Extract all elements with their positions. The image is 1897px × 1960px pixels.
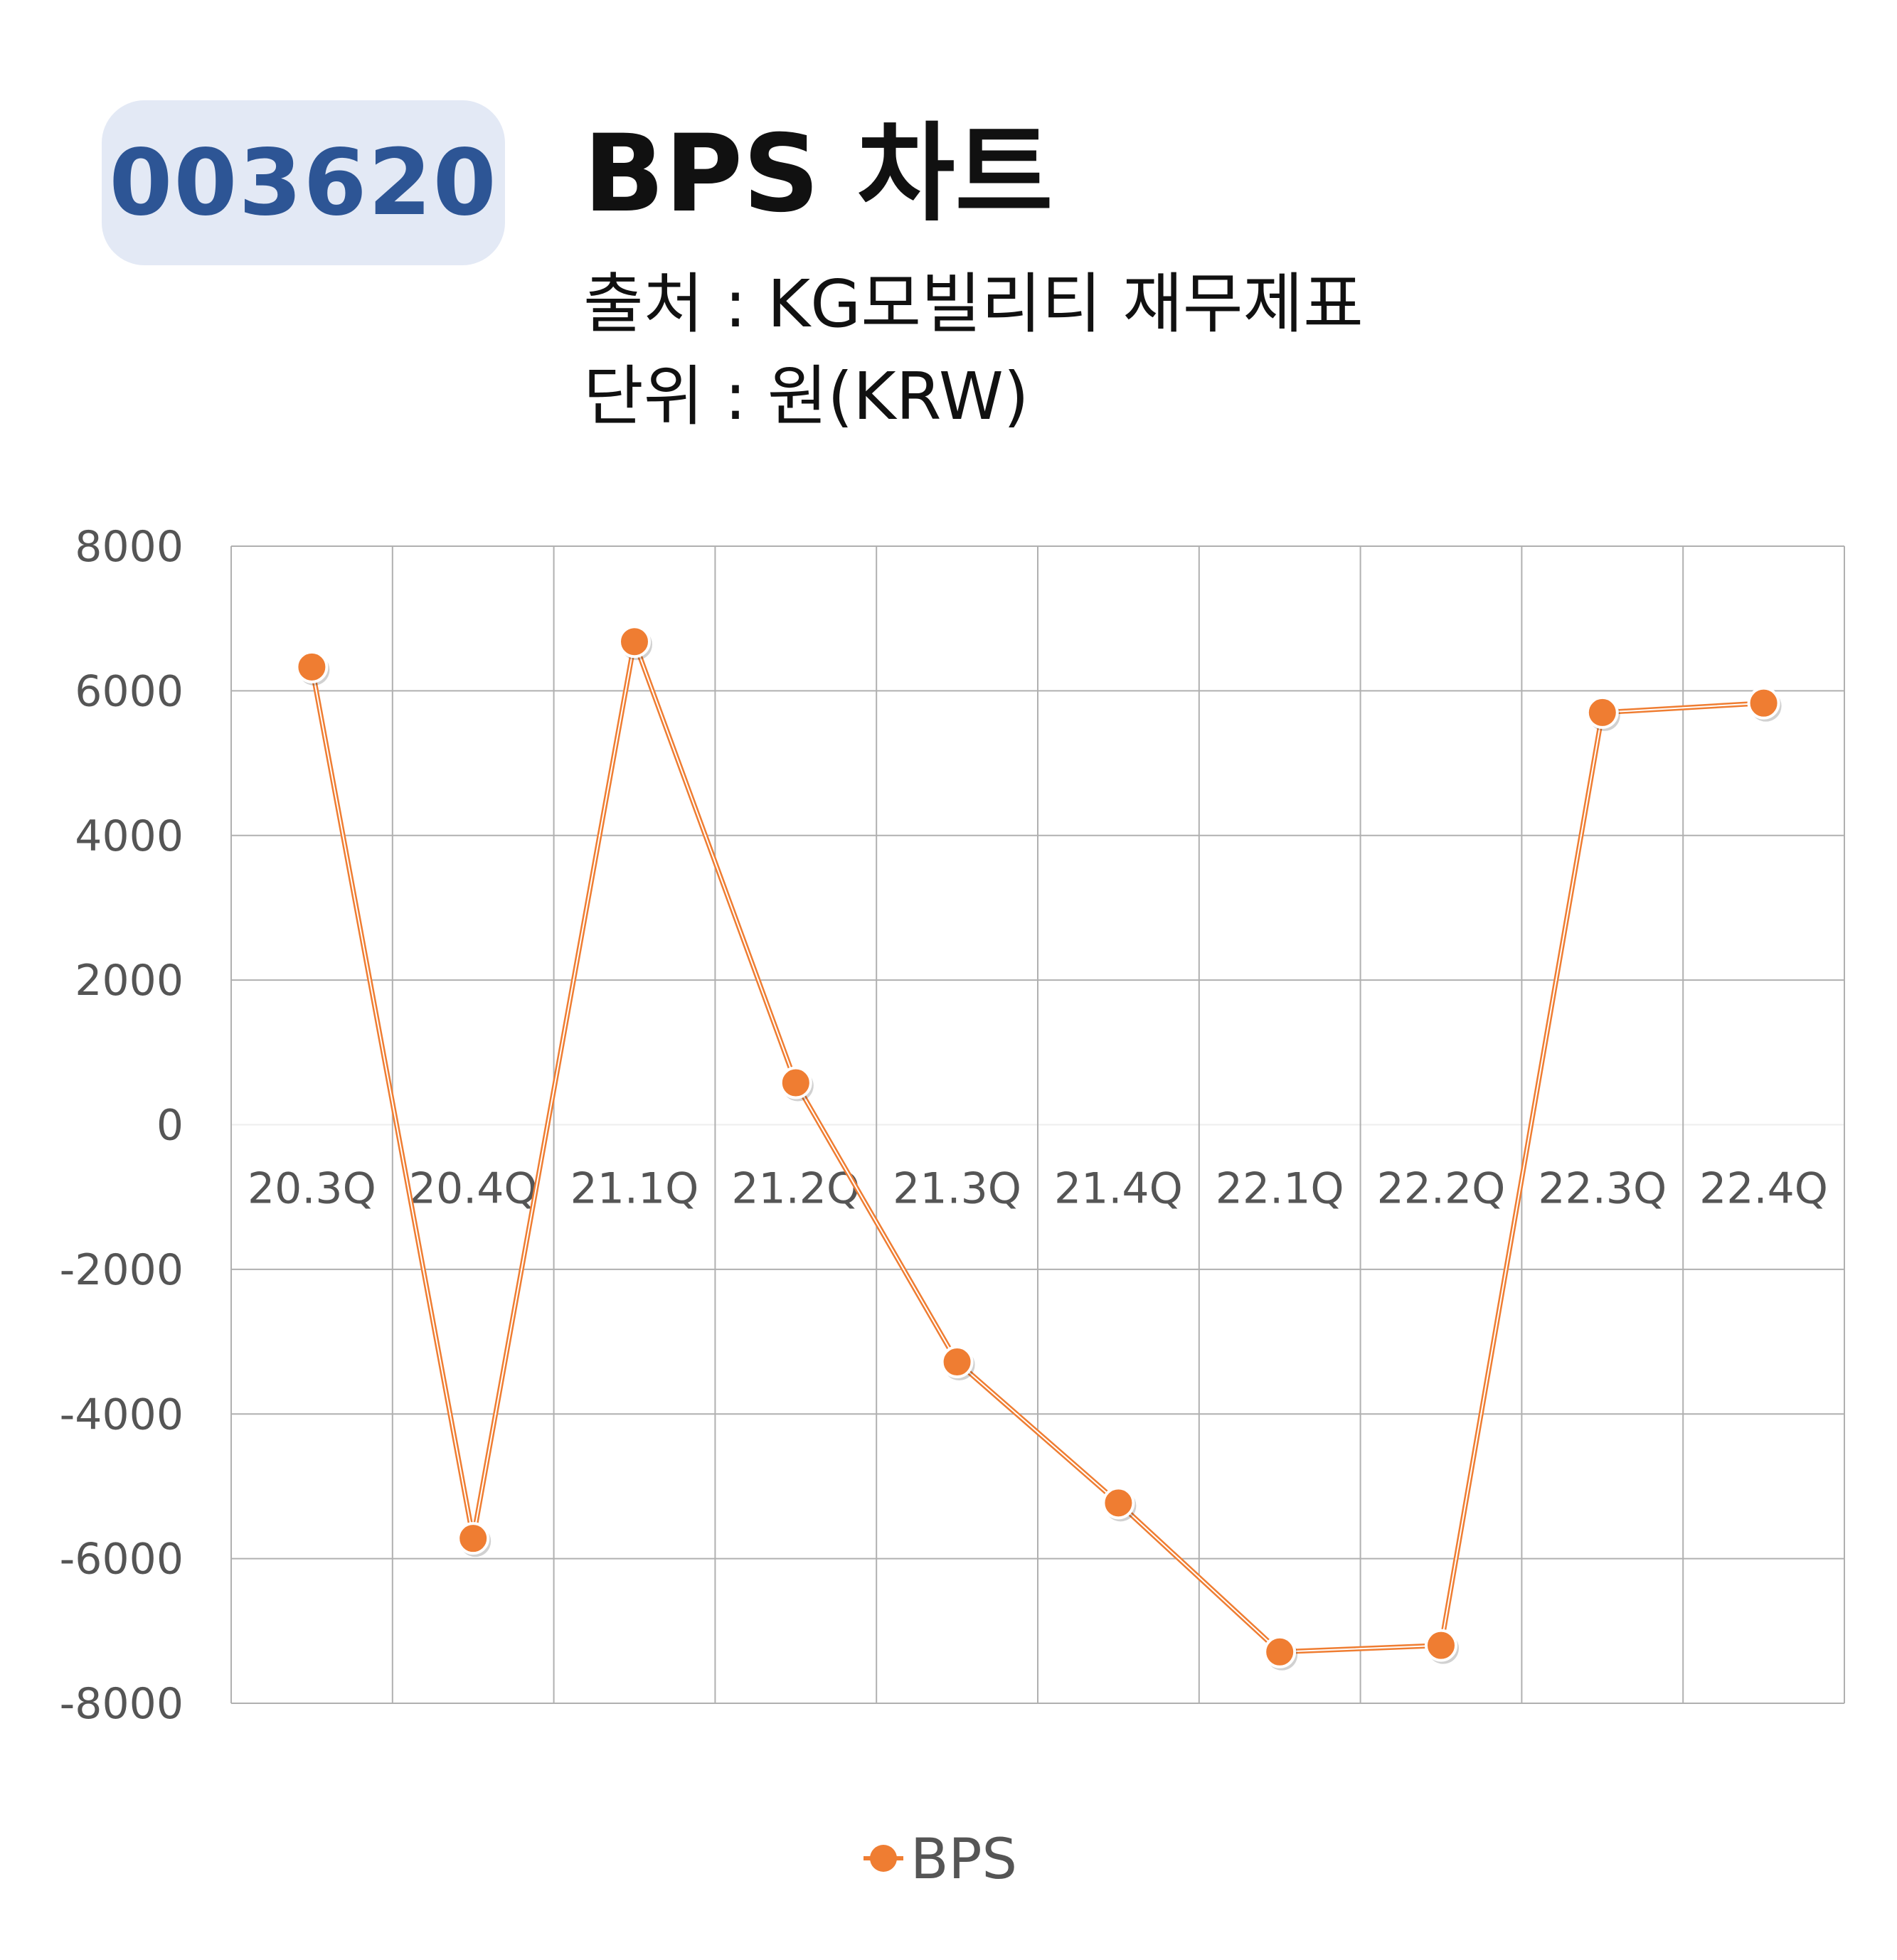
- data-point: [940, 1346, 974, 1379]
- y-tick-label: -2000: [60, 1245, 184, 1295]
- y-tick-label: 0: [156, 1101, 184, 1151]
- data-point: [295, 650, 329, 683]
- series-line-inner: [311, 641, 1764, 1653]
- data-point: [1425, 1629, 1457, 1662]
- y-tick-label: -6000: [60, 1535, 184, 1584]
- x-tick-label: 22.2Q: [1377, 1164, 1506, 1214]
- data-point: [457, 1522, 490, 1555]
- x-tick-label: 21.4Q: [1054, 1164, 1183, 1214]
- data-point: [1263, 1635, 1297, 1668]
- x-axis-ticks: 20.3Q 20.4Q 21.1Q 21.2Q 21.3Q 21.4Q 22.1Q 22.2Q…: [248, 1164, 1828, 1214]
- y-tick-label: 4000: [75, 811, 184, 861]
- data-point: [1585, 696, 1619, 729]
- bps-series: [295, 625, 1782, 1671]
- legend-label: BPS: [910, 1828, 1017, 1892]
- x-tick-label: 22.4Q: [1699, 1164, 1828, 1214]
- source-note: 출처 : KG모빌리티 재무제표: [583, 266, 1364, 342]
- x-tick-label: 22.3Q: [1538, 1164, 1667, 1214]
- x-tick-label: 21.3Q: [893, 1164, 1021, 1214]
- legend-marker: [870, 1845, 897, 1872]
- chart-title: BPS 차트: [583, 112, 1053, 236]
- chart-grid: [230, 545, 1845, 1704]
- unit-note: 단위 : 원(KRW): [583, 358, 1029, 435]
- x-tick-label: 20.3Q: [248, 1164, 376, 1214]
- data-point: [1102, 1486, 1135, 1520]
- y-tick-label: 6000: [75, 666, 184, 716]
- ticker-code: 003620: [109, 129, 498, 236]
- y-axis-ticks: 8000 6000 4000 2000 0 -2000 -4000 -6000 -8000: [60, 522, 184, 1729]
- data-point: [618, 625, 651, 659]
- chart-legend: BPS: [864, 1828, 1017, 1892]
- x-tick-label: 22.1Q: [1216, 1164, 1344, 1214]
- ticker-badge: 003620: [102, 100, 505, 265]
- y-tick-label: -4000: [60, 1390, 184, 1439]
- y-tick-label: 8000: [75, 522, 184, 572]
- y-tick-label: -8000: [60, 1679, 184, 1729]
- data-point: [779, 1066, 812, 1099]
- data-point: [1747, 686, 1780, 720]
- y-tick-label: 2000: [75, 956, 184, 1006]
- x-tick-label: 20.4Q: [409, 1164, 538, 1214]
- x-tick-label: 21.2Q: [731, 1164, 860, 1214]
- x-tick-label: 21.1Q: [570, 1164, 699, 1214]
